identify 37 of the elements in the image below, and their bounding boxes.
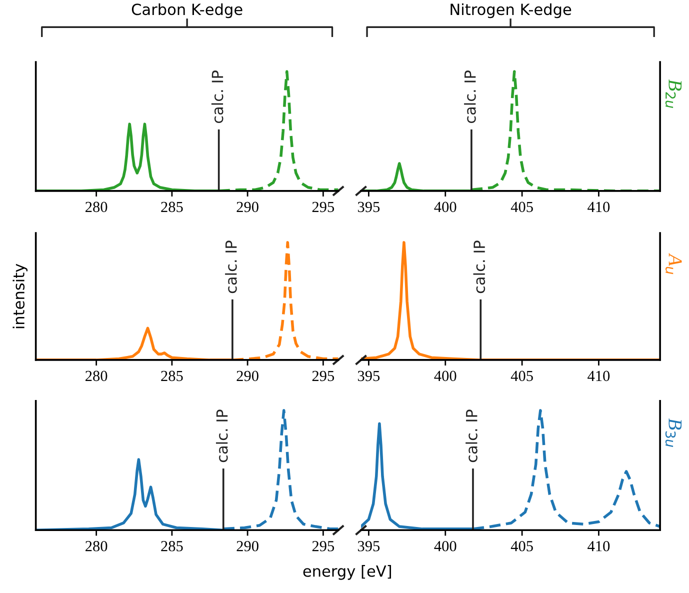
x-tick-label: 410	[588, 370, 610, 382]
chart-title: Carbon K-edge	[132, 3, 242, 18]
x-tick-label: 280	[86, 370, 108, 382]
ref-line-label: calc. IP	[466, 410, 478, 462]
x-tick-label: 295	[312, 541, 334, 552]
chart-title: Nitrogen K-edge	[450, 3, 572, 18]
ref-line-label: calc. IP	[473, 240, 486, 294]
x-tick-label: 280	[86, 202, 108, 212]
x-tick-label: 405	[510, 541, 533, 552]
ref-line-label: calc. IP	[464, 70, 476, 124]
x-tick-label: 395	[358, 370, 380, 382]
x-tick-label: 285	[161, 202, 183, 212]
y2-axis-title: B$_{2u}$	[665, 79, 682, 108]
ref-line-label: calc. IP	[216, 410, 228, 462]
ref-line-label: calc. IP	[225, 240, 237, 294]
x-tick-label: 290	[236, 541, 258, 552]
x-tick-label: 405	[510, 370, 533, 382]
x-tick-label: 410	[588, 202, 610, 212]
y2-axis-title: A$_{u}$	[665, 253, 682, 274]
x-tick-label: 400	[434, 541, 456, 552]
x-axis-title: energy [eV]	[303, 565, 391, 580]
x-tick-label: 395	[358, 541, 380, 552]
x-tick-label: 290	[236, 370, 258, 382]
x-tick-label: 400	[434, 370, 456, 382]
x-tick-label: 285	[161, 541, 183, 552]
x-tick-label: 405	[510, 202, 533, 212]
x-tick-label: 295	[312, 202, 334, 212]
x-tick-label: 290	[236, 202, 258, 212]
x-tick-label: 285	[161, 370, 183, 382]
y-axis-title: intensity	[12, 264, 28, 328]
ref-line-label: calc. IP	[211, 70, 224, 124]
x-tick-label: 280	[86, 541, 108, 552]
x-tick-label: 395	[358, 202, 380, 212]
x-tick-label: 410	[588, 541, 610, 552]
x-tick-label: 400	[434, 202, 456, 212]
y2-axis-title: B$_{3u}$	[665, 418, 682, 447]
x-tick-label: 295	[312, 370, 334, 382]
